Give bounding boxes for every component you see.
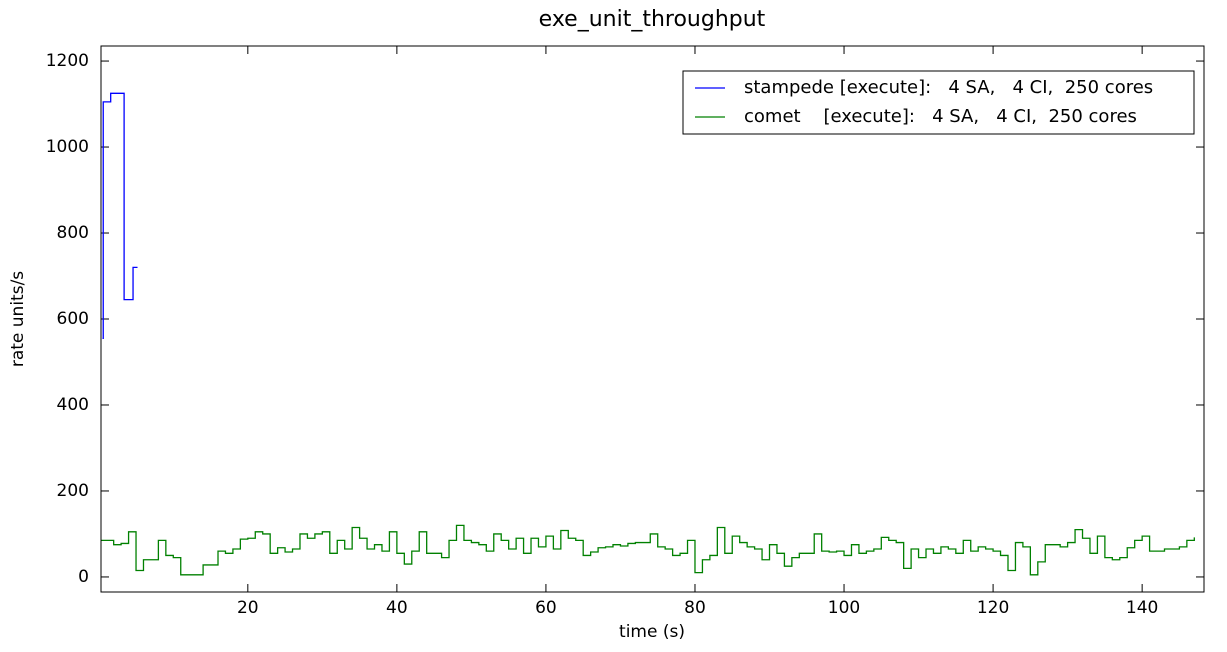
y-tick-label: 1000 <box>46 137 89 157</box>
plot-frame <box>100 45 1205 593</box>
y-tick-label: 400 <box>57 395 89 415</box>
y-tick-label: 800 <box>57 223 89 243</box>
x-tick-label: 40 <box>386 598 408 618</box>
x-axis-label: time (s) <box>619 622 685 642</box>
x-tick-label: 60 <box>535 598 557 618</box>
step-line <box>102 92 138 339</box>
legend-box <box>682 70 1195 135</box>
y-axis-label: rate units/s <box>8 271 28 367</box>
legend-label: stampede [execute]: 4 SA, 4 CI, 250 core… <box>744 77 1153 98</box>
plot-area <box>101 92 1195 576</box>
y-tick-label: 0 <box>78 567 89 587</box>
x-tick-label: 100 <box>828 598 860 618</box>
x-tick-label: 20 <box>237 598 259 618</box>
y-tick-label: 1200 <box>46 51 89 71</box>
y-tick-label: 200 <box>57 481 89 501</box>
x-tick-label: 140 <box>1126 598 1158 618</box>
x-tick-label: 80 <box>684 598 706 618</box>
step-line <box>101 524 1195 576</box>
y-tick-label: 600 <box>57 309 89 329</box>
chart-title: exe_unit_throughput <box>539 7 766 32</box>
legend-label: comet [execute]: 4 SA, 4 CI, 250 cores <box>744 106 1137 127</box>
x-tick-label: 120 <box>977 598 1009 618</box>
